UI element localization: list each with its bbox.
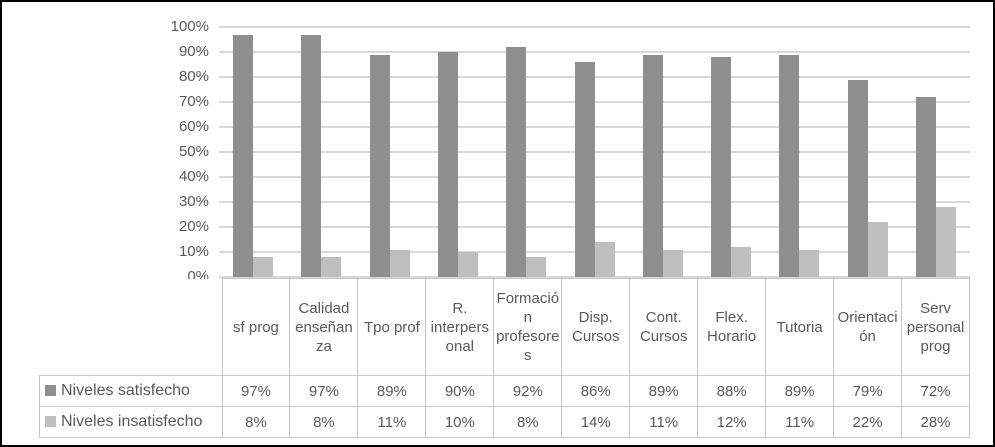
bar-series2-cat5 bbox=[526, 257, 547, 277]
gridline bbox=[219, 51, 970, 53]
table-row: Niveles insatisfecho 8% 8% 11% 10% 8% 14% 11% 12… bbox=[39, 406, 970, 438]
y-axis-tick-label: 50% bbox=[178, 143, 209, 160]
bar-series1-cat1 bbox=[233, 34, 254, 277]
gridline bbox=[219, 176, 970, 178]
gridline bbox=[219, 126, 970, 128]
value-cell: 90% bbox=[425, 375, 495, 407]
category-header-cell: sf prog bbox=[221, 278, 291, 376]
value-cell: 89% bbox=[357, 375, 427, 407]
bar-series1-cat9 bbox=[779, 54, 800, 277]
category-header-cell: Orientación bbox=[833, 278, 903, 376]
value-cell: 10% bbox=[425, 406, 495, 438]
value-cell: 92% bbox=[493, 375, 563, 407]
y-axis-tick-label: 80% bbox=[178, 68, 209, 85]
gridline bbox=[219, 201, 970, 203]
category-header-cell: Calidad enseñanza bbox=[289, 278, 359, 376]
y-axis-tick-label: 60% bbox=[178, 118, 209, 135]
bar-series2-cat6 bbox=[594, 242, 615, 277]
category-header-cell: Tutoria bbox=[765, 278, 835, 376]
bar-series2-cat9 bbox=[799, 249, 820, 277]
y-axis-tick-label: 20% bbox=[178, 218, 209, 235]
gridline bbox=[219, 151, 970, 153]
bar-series1-cat2 bbox=[301, 34, 322, 277]
bar-series2-cat4 bbox=[457, 252, 478, 277]
value-cell: 28% bbox=[901, 406, 970, 438]
y-axis-tick-label: 10% bbox=[178, 243, 209, 260]
gridline bbox=[219, 226, 970, 228]
bar-series1-cat7 bbox=[642, 54, 663, 277]
bar-series1-cat5 bbox=[506, 47, 527, 277]
value-cell: 22% bbox=[833, 406, 903, 438]
value-cell: 11% bbox=[629, 406, 699, 438]
y-axis-tick-label: 100% bbox=[170, 18, 209, 35]
bar-series2-cat8 bbox=[731, 247, 752, 277]
gridline bbox=[219, 26, 970, 28]
value-cell: 8% bbox=[221, 406, 291, 438]
bar-series1-cat10 bbox=[847, 79, 868, 277]
value-cell: 72% bbox=[901, 375, 970, 407]
category-header-cell: Disp. Cursos bbox=[561, 278, 631, 376]
gridline bbox=[219, 276, 970, 278]
category-header-cell: Flex. Horario bbox=[697, 278, 767, 376]
data-table: sf prog Calidad enseñanza Tpo prof R. inter… bbox=[39, 278, 970, 438]
value-cell: 11% bbox=[765, 406, 835, 438]
category-header-cell: R. interpersonal bbox=[425, 278, 495, 376]
bar-series2-cat7 bbox=[662, 249, 683, 277]
value-cell: 79% bbox=[833, 375, 903, 407]
value-cell: 88% bbox=[697, 375, 767, 407]
bar-series1-cat3 bbox=[369, 54, 390, 277]
value-cell: 86% bbox=[561, 375, 631, 407]
series-label-cell: Niveles satisfecho bbox=[39, 375, 223, 407]
value-cell: 14% bbox=[561, 406, 631, 438]
bar-series1-cat11 bbox=[915, 97, 936, 277]
series-label-cell: Niveles insatisfecho bbox=[39, 406, 223, 438]
bar-series1-cat4 bbox=[437, 52, 458, 277]
table-corner-blank bbox=[39, 278, 222, 376]
category-header-cell: Cont. Cursos bbox=[629, 278, 699, 376]
y-axis-tick-label: 90% bbox=[178, 43, 209, 60]
legend-swatch-icon bbox=[45, 385, 56, 396]
plot-area bbox=[219, 26, 970, 278]
value-cell: 8% bbox=[289, 406, 359, 438]
value-cell: 12% bbox=[697, 406, 767, 438]
bar-series2-cat10 bbox=[867, 222, 888, 277]
bar-series1-cat6 bbox=[574, 62, 595, 277]
value-cell: 89% bbox=[765, 375, 835, 407]
bar-series2-cat3 bbox=[389, 249, 410, 277]
category-header-cell: Tpo prof bbox=[357, 278, 427, 376]
table-row: Niveles satisfecho 97% 97% 89% 90% 92% 86% 89% 8… bbox=[39, 375, 970, 407]
gridline bbox=[219, 76, 970, 78]
legend-swatch-icon bbox=[45, 416, 56, 427]
y-axis-tick-label: 70% bbox=[178, 93, 209, 110]
category-header-cell: Serv personal prog bbox=[901, 278, 970, 376]
bar-series2-cat2 bbox=[321, 257, 342, 277]
category-header-cell: Formación profesores bbox=[493, 278, 563, 376]
bar-series2-cat1 bbox=[253, 257, 274, 277]
value-cell: 11% bbox=[357, 406, 427, 438]
bar-series2-cat11 bbox=[935, 207, 956, 277]
value-cell: 97% bbox=[289, 375, 359, 407]
y-axis-tick-label: 40% bbox=[178, 168, 209, 185]
bar-series1-cat8 bbox=[711, 57, 732, 277]
y-axis-tick-label: 30% bbox=[178, 193, 209, 210]
gridline bbox=[219, 101, 970, 103]
value-cell: 8% bbox=[493, 406, 563, 438]
value-cell: 89% bbox=[629, 375, 699, 407]
value-cell: 97% bbox=[221, 375, 291, 407]
